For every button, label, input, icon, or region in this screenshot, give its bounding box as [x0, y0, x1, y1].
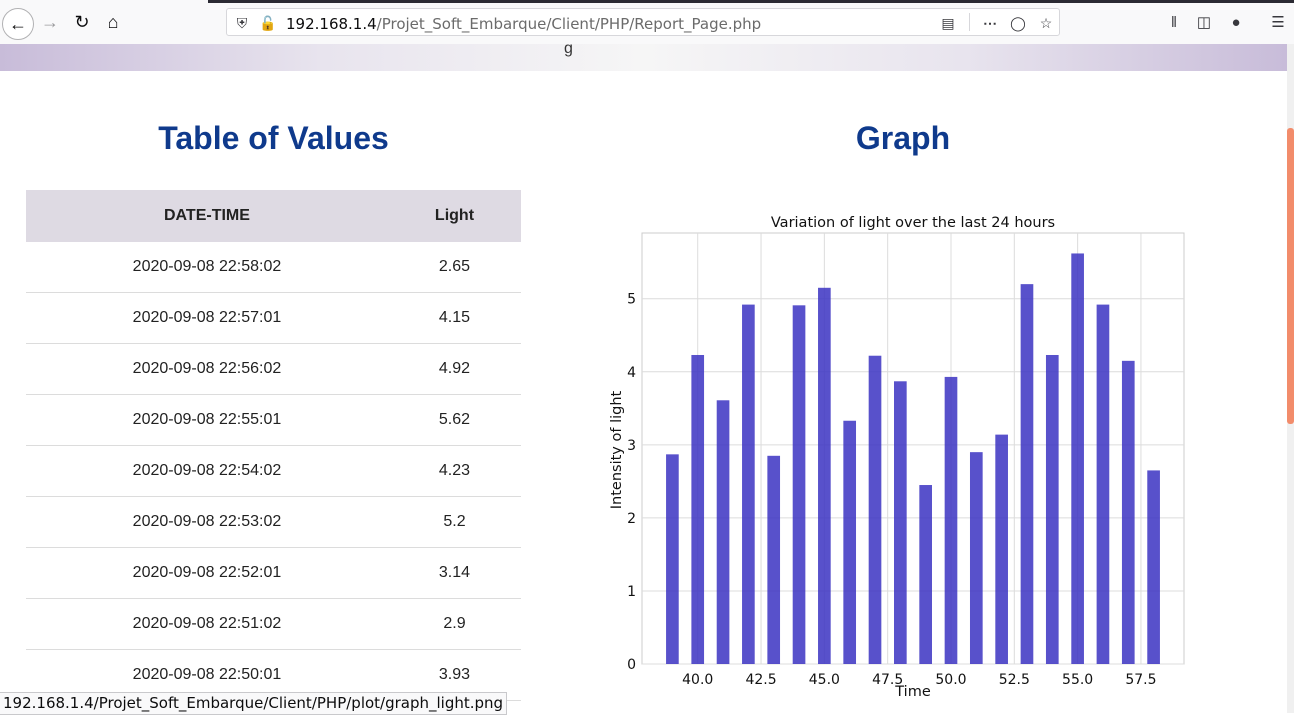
header-text-fragment: g	[564, 40, 573, 57]
values-table: DATE-TIME Light 2020-09-08 22:58:02 2.65 …	[26, 190, 521, 701]
url-host: 192.168.1.4	[286, 15, 377, 33]
cell-light: 4.23	[387, 445, 521, 497]
library-icon[interactable]: ‖	[1170, 13, 1178, 31]
url-path: /Projet_Soft_Embarque/Client/PHP/Report_…	[376, 15, 762, 33]
table-row: 2020-09-08 22:57:01 4.15	[26, 292, 521, 344]
cell-light: 2.9	[387, 598, 521, 650]
bar	[919, 485, 932, 664]
bookmark-star-icon[interactable]: ☆	[1039, 14, 1053, 31]
browser-toolbar: ← → ↻ ⌂ ⛨ 🔓 192.168.1.4/Projet_Soft_Emba…	[0, 0, 1294, 45]
bar	[944, 376, 958, 664]
bar	[1045, 354, 1059, 664]
bar	[1096, 304, 1110, 664]
chart-title: Variation of light over the last 24 hour…	[771, 215, 1055, 231]
x-tick-label: 42.5	[745, 672, 776, 688]
cell-datetime: 2020-09-08 22:51:02	[26, 598, 388, 650]
scrollbar[interactable]	[1287, 44, 1294, 713]
graph-title: Graph	[855, 120, 951, 156]
table-row: 2020-09-08 22:53:02 5.2	[26, 496, 521, 548]
bar	[767, 455, 781, 664]
x-tick-label: 57.5	[1125, 672, 1156, 688]
insecure-lock-icon[interactable]: 🔓	[259, 14, 277, 31]
url-text[interactable]: 192.168.1.4/Projet_Soft_Embarque/Client/…	[286, 15, 761, 33]
bar	[742, 304, 755, 664]
bar	[691, 354, 705, 664]
cell-light: 2.65	[387, 242, 521, 293]
bar	[894, 381, 907, 664]
light-bar-chart: Variation of light over the last 24 hour…	[609, 215, 1185, 700]
table-row: 2020-09-08 22:51:02 2.9	[26, 598, 521, 650]
y-tick-label: 2	[627, 511, 636, 527]
cell-datetime: 2020-09-08 22:58:02	[26, 242, 388, 293]
home-icon[interactable]: ⌂	[107, 11, 119, 32]
bar	[818, 287, 831, 664]
x-tick-label: 40.0	[682, 672, 713, 688]
x-axis-label: Time	[894, 684, 931, 700]
bar	[843, 420, 857, 664]
x-tick-label: 50.0	[935, 672, 966, 688]
cell-datetime: 2020-09-08 22:53:02	[26, 496, 388, 548]
bar	[1020, 284, 1034, 664]
cell-datetime: 2020-09-08 22:54:02	[26, 445, 388, 497]
reload-icon[interactable]: ↻	[74, 11, 90, 32]
account-icon[interactable]: ●	[1231, 13, 1241, 31]
cell-light: 4.15	[387, 292, 521, 344]
url-divider	[969, 13, 970, 31]
y-tick-label: 3	[627, 438, 636, 454]
bar	[666, 454, 679, 664]
cell-datetime: 2020-09-08 22:55:01	[26, 394, 388, 446]
menu-icon[interactable]: ☰	[1271, 14, 1285, 31]
bar	[792, 305, 806, 664]
url-bar[interactable]: ⛨ 🔓 192.168.1.4/Projet_Soft_Embarque/Cli…	[226, 8, 1060, 36]
bar	[969, 452, 983, 664]
cell-light: 5.2	[387, 496, 521, 548]
pocket-icon[interactable]: ◯	[1010, 14, 1026, 31]
cell-light: 3.14	[387, 547, 521, 599]
bar	[1147, 470, 1160, 664]
bar	[868, 355, 882, 664]
table-row: 2020-09-08 22:56:02 4.92	[26, 343, 521, 395]
cell-datetime: 2020-09-08 22:57:01	[26, 292, 388, 344]
tab-strip-edge	[0, 0, 1294, 3]
cell-datetime: 2020-09-08 22:52:01	[26, 547, 388, 599]
cell-datetime: 2020-09-08 22:56:02	[26, 343, 388, 395]
sidebar-icon[interactable]: ◫	[1196, 14, 1212, 31]
table-row: 2020-09-08 22:55:01 5.62	[26, 394, 521, 446]
scrollbar-thumb[interactable]	[1287, 128, 1294, 424]
y-tick-label: 4	[627, 365, 636, 381]
bar	[995, 434, 1008, 664]
back-arrow-icon[interactable]: ←	[2, 8, 34, 40]
table-title: Table of Values	[158, 120, 389, 156]
status-bar-url: 192.168.1.4/Projet_Soft_Embarque/Client/…	[0, 692, 508, 715]
bar	[716, 400, 730, 664]
y-tick-label: 0	[627, 657, 636, 673]
cell-light: 4.92	[387, 343, 521, 395]
y-tick-label: 5	[627, 292, 636, 308]
y-axis-label: Intensity of light	[609, 390, 625, 509]
reader-view-icon[interactable]: ▤	[941, 14, 955, 31]
y-tick-label: 1	[627, 584, 636, 600]
column-header-datetime: DATE-TIME	[26, 190, 388, 242]
more-icon[interactable]: ⋯	[983, 14, 997, 31]
plot-area	[641, 232, 1185, 665]
column-header-light: Light	[387, 190, 521, 242]
page-header-band: g	[0, 40, 1287, 71]
forward-arrow-icon[interactable]: →	[41, 11, 59, 32]
bar	[1121, 360, 1135, 664]
table-row: 2020-09-08 22:52:01 3.14	[26, 547, 521, 599]
table-row: 2020-09-08 22:54:02 4.23	[26, 445, 521, 497]
shield-icon[interactable]: ⛨	[236, 14, 248, 31]
table-row: 2020-09-08 22:58:02 2.65	[26, 242, 521, 293]
x-tick-label: 52.5	[999, 672, 1030, 688]
table-header-row: DATE-TIME Light	[26, 190, 521, 242]
bar	[1071, 253, 1084, 665]
x-tick-label: 55.0	[1062, 672, 1093, 688]
cell-light: 5.62	[387, 394, 521, 446]
x-tick-label: 45.0	[809, 672, 840, 688]
x-tick-label: 47.5	[872, 672, 903, 688]
